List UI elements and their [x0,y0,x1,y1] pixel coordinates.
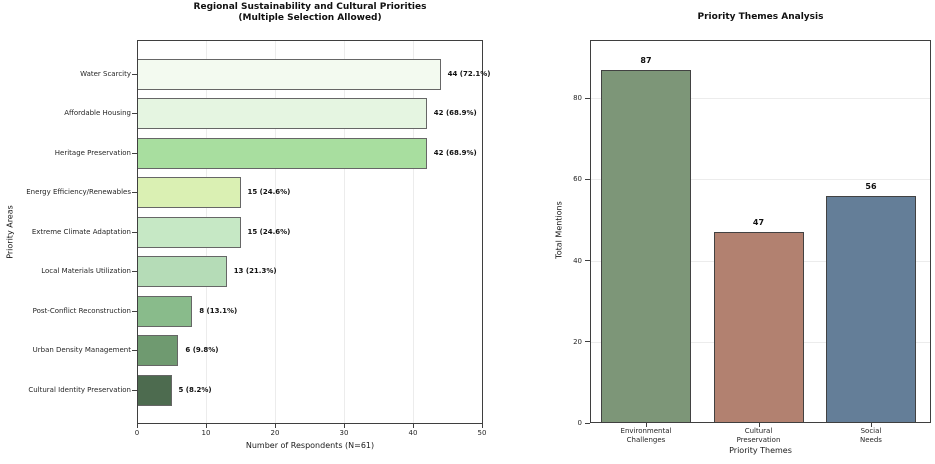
gridline-x [275,40,276,424]
right-y-axis-label: Total Mentions [554,201,564,259]
y-tick-mark [585,422,590,424]
bar-value-label: 56 [865,181,877,191]
bar-value-label: 6 (9.8%) [185,346,219,354]
y-tick-mark [132,389,137,391]
category-label: Local Materials Utilization [41,267,131,275]
x-tick-label: 0 [134,429,140,437]
left-plot-area: 44 (72.1%) 42 (68.9%) 42 (68.9%) 15 (24.6%)… [137,40,490,424]
bar-value-label: 42 (68.9%) [433,109,477,117]
bar-value-label: 87 [640,55,652,65]
category-label: Heritage Preservation [54,148,131,157]
category-label-line: Social [860,427,882,435]
y-tick-label: 40 [573,256,582,265]
y-tick-mark [585,178,590,180]
category-label: Energy Efficiency/Renewables [26,188,131,196]
left-chart-title-line2: (Multiple Selection Allowed) [238,13,382,23]
y-tick-mark [132,192,137,193]
x-tick-label: 40 [408,429,418,437]
x-tick-mark [646,423,647,427]
category-label: Affordable Housing [64,109,131,117]
bar-value-label: 15 (24.6%) [247,188,291,196]
right-chart-title: Priority Themes Analysis [697,12,824,22]
category-label: Urban Density Management [32,346,131,354]
x-tick-mark [758,423,760,427]
category-label: Social Needs [816,427,926,445]
bar-0 [137,58,441,90]
y-tick-label: 80 [573,94,582,102]
x-tick-label: 30 [339,429,349,437]
gridline-y [590,98,931,99]
bar-7 [137,335,179,366]
gridline-x [413,40,414,424]
bar-value-label: 47 [752,218,765,228]
bar-1 [137,98,427,129]
bar-1 [713,232,804,423]
category-label: Extreme Climate Adaptation [31,227,131,236]
x-tick-mark [137,424,138,428]
category-label: Water Scarcity [80,69,131,78]
left-chart-title: Regional Sustainability and Cultural Pri… [137,2,483,24]
bar-value-label: 44 (72.1%) [447,69,491,78]
y-tick-label: 20 [573,337,582,346]
bar-value-label: 5 (8.2%) [178,385,212,394]
y-tick-mark [132,152,137,154]
y-tick-mark [132,231,137,233]
left-x-axis-label: Number of Respondents (N=61) [245,441,375,450]
bar-value-label: 15 (24.6%) [247,227,291,236]
y-tick-label: 0 [577,419,582,427]
x-tick-mark [344,424,345,428]
x-tick-mark [413,424,414,428]
bar-8 [137,374,172,406]
x-tick-label: 50 [477,429,487,437]
bar-value-label: 8 (13.1%) [199,306,238,315]
y-tick-label: 60 [573,175,582,184]
category-label-line: Preservation [736,436,781,444]
category-label: Cultural Preservation [704,427,814,445]
x-tick-mark [206,424,207,428]
category-label: Cultural Identity Preservation [28,385,131,394]
right-plot-area: 87 47 56 [590,40,931,423]
y-tick-mark [132,271,137,272]
left-chart-title-line1: Regional Sustainability and Cultural Pri… [193,2,427,12]
bar-value-label: 42 (68.9%) [433,148,477,157]
category-label-line: Environmental [620,427,672,435]
y-tick-mark [585,260,590,261]
x-tick-label: 10 [201,429,211,437]
bar-0 [601,69,691,423]
y-tick-mark [132,310,137,312]
y-tick-mark [585,341,590,343]
category-label: Environmental Challenges [591,427,701,445]
y-tick-mark [585,97,590,99]
gridline-y [590,179,931,181]
category-label: Post-Conflict Reconstruction [32,306,131,315]
bar-3 [137,177,241,208]
y-tick-mark [132,73,137,75]
category-label-line: Needs [860,436,882,444]
category-label-line: Challenges [626,436,666,444]
bar-value-label: 13 (21.3%) [233,267,277,275]
y-tick-mark [132,113,137,114]
bar-4 [137,216,241,248]
right-x-axis-label: Priority Themes [729,446,792,455]
x-tick-label: 20 [270,429,280,437]
x-tick-mark [275,424,276,428]
bar-2 [826,195,916,423]
gridline-x [344,40,345,424]
x-tick-mark [871,423,872,427]
x-tick-mark [482,424,483,428]
category-label-line: Cultural [744,427,773,435]
y-tick-mark [132,350,137,351]
bar-5 [137,256,227,287]
bar-2 [137,137,427,169]
bar-6 [137,295,193,327]
